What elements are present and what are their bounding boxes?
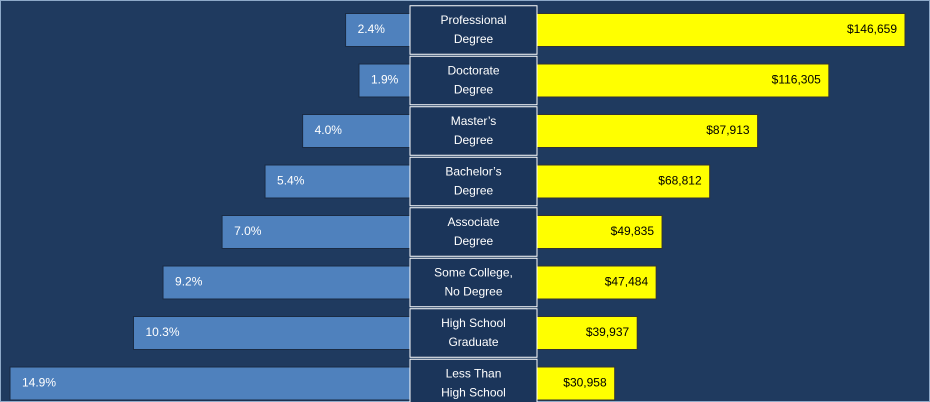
data-label: 5.4% — [277, 174, 305, 188]
category-label: Degree — [454, 32, 494, 46]
category-label: Degree — [454, 83, 494, 97]
data-label: $68,812 — [658, 174, 702, 188]
category-label: High School — [441, 386, 506, 400]
bar — [132, 316, 411, 350]
data-label: $49,835 — [611, 224, 655, 238]
bar — [536, 316, 638, 350]
category-label: Degree — [454, 234, 494, 248]
category-box — [409, 106, 538, 156]
bar — [221, 215, 411, 249]
category-label: Associate — [447, 215, 499, 229]
category-box — [409, 358, 538, 402]
category-label: Less Than — [446, 367, 502, 381]
data-label: $47,484 — [605, 275, 649, 289]
category-label: Doctorate — [447, 64, 499, 78]
category-label: Bachelor’s — [445, 165, 501, 179]
category-label: No Degree — [444, 285, 502, 299]
data-label: 4.0% — [315, 123, 343, 137]
bar — [536, 366, 616, 401]
data-label: 9.2% — [175, 275, 203, 289]
category-label: Degree — [454, 133, 494, 147]
category-label: High School — [441, 316, 506, 330]
category-box — [409, 55, 538, 106]
data-label: 2.4% — [358, 22, 386, 36]
data-label: $146,659 — [847, 22, 897, 36]
data-label: 1.9% — [371, 73, 399, 87]
category-box — [409, 257, 538, 308]
data-label: 7.0% — [234, 224, 262, 238]
data-label: 10.3% — [145, 325, 179, 339]
bar — [345, 13, 411, 47]
category-label: Graduate — [448, 335, 498, 349]
category-box — [409, 5, 538, 55]
bar — [162, 265, 411, 300]
data-label: $87,913 — [706, 123, 750, 137]
bar — [358, 63, 411, 98]
bar — [9, 366, 411, 401]
category-label: Degree — [454, 184, 494, 198]
bar — [302, 114, 411, 148]
category-label: Master’s — [451, 114, 497, 128]
bar — [536, 164, 711, 199]
category-box — [409, 308, 538, 358]
category-box — [409, 207, 538, 257]
category-box — [409, 156, 538, 207]
data-label: $30,958 — [563, 376, 607, 390]
category-label: Professional — [440, 13, 506, 27]
bar — [536, 215, 663, 249]
data-label: $116,305 — [772, 73, 821, 87]
category-label: Some College, — [434, 266, 513, 280]
bar — [536, 13, 906, 47]
data-label: $39,937 — [586, 325, 630, 339]
data-label: 14.9% — [22, 376, 56, 390]
